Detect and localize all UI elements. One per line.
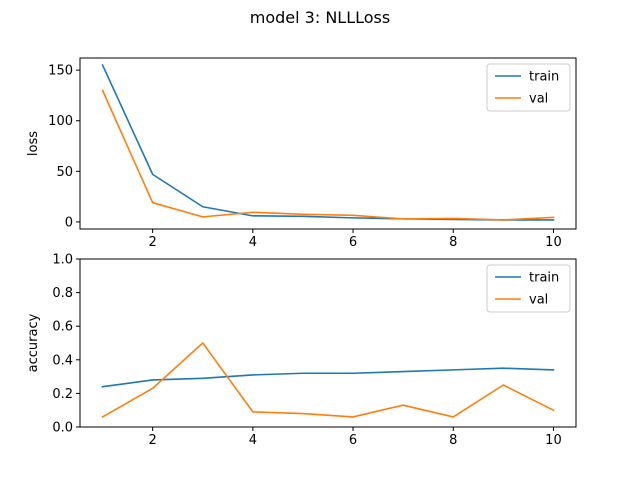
x-tick-label: 6: [349, 235, 357, 250]
x-tick-label: 6: [349, 433, 357, 448]
series-line-train: [101, 367, 555, 388]
y-tick-label: 50: [56, 165, 73, 180]
y-tick-label: 0.4: [52, 353, 73, 368]
x-tick-label: 4: [249, 433, 257, 448]
x-tick-label: 2: [149, 235, 157, 250]
axes-frame: [79, 258, 577, 428]
legend: train val: [486, 63, 571, 112]
y-tick-label: 0: [65, 215, 73, 230]
x-tick-label: 2: [149, 433, 157, 448]
y-tick-label: 0.8: [52, 286, 73, 301]
x-tick-label: 8: [449, 433, 457, 448]
x-tick-label: 10: [545, 235, 562, 250]
y-tick-label: 0.0: [52, 421, 73, 436]
x-tick-label: 4: [249, 235, 257, 250]
y-tick-label: 150: [48, 64, 73, 79]
y-tick-label: 100: [48, 114, 73, 129]
chart-title: model 3: NLLLoss: [250, 8, 390, 27]
y-tick-label: 0.2: [52, 387, 73, 402]
y-tick-label: 1.0: [52, 253, 73, 268]
legend: train val: [486, 264, 571, 313]
legend-label-val: val: [529, 92, 548, 107]
y-tick-label: 0.6: [52, 320, 73, 335]
legend-label-train: train: [529, 271, 559, 286]
series-line-val: [101, 89, 555, 221]
x-tick-label: 8: [449, 235, 457, 250]
y-axis-label: loss: [26, 131, 41, 156]
x-tick-label: 10: [545, 433, 562, 448]
y-axis-label: accuracy: [26, 313, 41, 372]
legend-label-val: val: [529, 293, 548, 308]
series-line-val: [101, 342, 555, 419]
accuracy-subplot: 2 4 6 8 10 0.0 0.2 0.4 0.6 0.8 1.0 accuracy train val: [26, 253, 577, 448]
axes-frame: [79, 57, 577, 230]
legend-label-train: train: [529, 70, 559, 85]
